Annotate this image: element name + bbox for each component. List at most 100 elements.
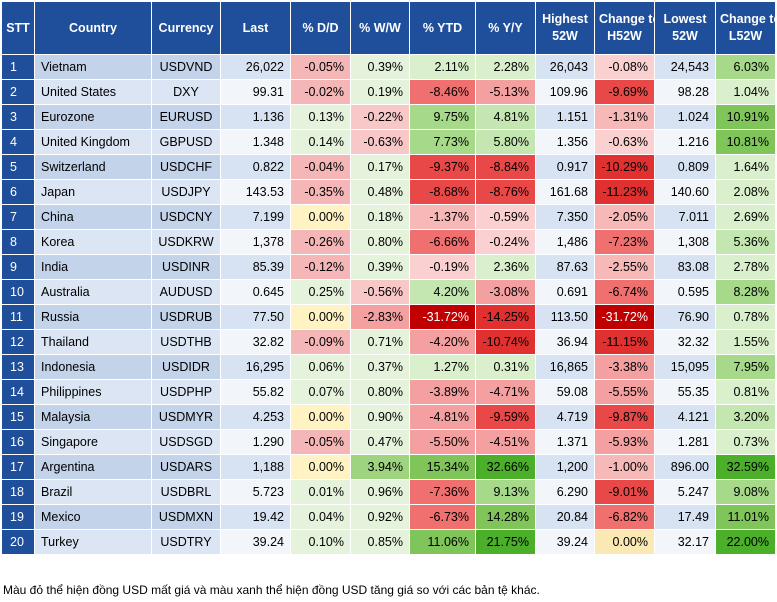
change-ww: 0.37% (350, 354, 410, 380)
row-index: 10 (1, 279, 35, 305)
country-name: Indonesia (34, 354, 152, 380)
high-52w: 113.50 (535, 304, 595, 330)
row-index: 1 (1, 54, 35, 80)
low-52w: 32.32 (654, 329, 716, 355)
change-dd: -0.35% (290, 179, 351, 205)
change-dd: -0.12% (290, 254, 351, 280)
currency-pair: USDMYR (151, 404, 221, 430)
change-dd: 0.13% (290, 104, 351, 130)
change-ytd: -6.66% (409, 229, 476, 255)
header-ytd: % YTD (409, 1, 476, 55)
change-dd: -0.05% (290, 429, 351, 455)
low-52w: 24,543 (654, 54, 716, 80)
currency-pair: USDMXN (151, 504, 221, 530)
change-yy: 14.28% (475, 504, 536, 530)
change-to-l52w: 0.73% (715, 429, 776, 455)
currency-pair: USDVND (151, 54, 221, 80)
last-price: 4.253 (220, 404, 291, 430)
country-name: China (34, 204, 152, 230)
change-ww: 0.17% (350, 154, 410, 180)
header-yy: % Y/Y (475, 1, 536, 55)
low-52w: 0.809 (654, 154, 716, 180)
last-price: 143.53 (220, 179, 291, 205)
country-name: Argentina (34, 454, 152, 480)
high-52w: 16,865 (535, 354, 595, 380)
table-body: 1 Vietnam USDVND 26,022 -0.05% 0.39% 2.11% 2.28… (1, 54, 776, 555)
last-price: 32.82 (220, 329, 291, 355)
change-yy: -8.76% (475, 179, 536, 205)
change-yy: -0.24% (475, 229, 536, 255)
change-yy: -3.08% (475, 279, 536, 305)
table-row: 19 Mexico USDMXN 19.42 0.04% 0.92% -6.73% 14.28… (1, 504, 776, 530)
currency-pair: AUDUSD (151, 279, 221, 305)
change-to-h52w: -1.00% (594, 454, 655, 480)
change-to-l52w: 1.55% (715, 329, 776, 355)
change-ytd: -4.81% (409, 404, 476, 430)
change-ww: -0.56% (350, 279, 410, 305)
change-ytd: -31.72% (409, 304, 476, 330)
high-52w: 109.96 (535, 79, 595, 105)
change-dd: 0.01% (290, 479, 351, 505)
change-ytd: -0.19% (409, 254, 476, 280)
table-row: 3 Eurozone EURUSD 1.136 0.13% -0.22% 9.75% 4.81… (1, 104, 776, 130)
table-row: 2 United States DXY 99.31 -0.02% 0.19% -8.46% -… (1, 79, 776, 105)
change-to-l52w: 1.64% (715, 154, 776, 180)
change-to-h52w: -5.93% (594, 429, 655, 455)
country-name: Eurozone (34, 104, 152, 130)
change-yy: -4.51% (475, 429, 536, 455)
header-country: Country (34, 1, 152, 55)
low-52w: 1.216 (654, 129, 716, 155)
currency-pair: DXY (151, 79, 221, 105)
row-index: 12 (1, 329, 35, 355)
change-to-h52w: -0.63% (594, 129, 655, 155)
change-to-h52w: -9.69% (594, 79, 655, 105)
high-52w: 0.691 (535, 279, 595, 305)
change-yy: -14.25% (475, 304, 536, 330)
change-dd: -0.09% (290, 329, 351, 355)
header-change-h52w: Change to H52W (594, 1, 655, 55)
last-price: 0.645 (220, 279, 291, 305)
change-ww: 0.92% (350, 504, 410, 530)
change-dd: -0.26% (290, 229, 351, 255)
high-52w: 1.356 (535, 129, 595, 155)
change-dd: 0.06% (290, 354, 351, 380)
last-price: 55.82 (220, 379, 291, 405)
change-ytd: -1.37% (409, 204, 476, 230)
currency-pair: USDCNY (151, 204, 221, 230)
low-52w: 0.595 (654, 279, 716, 305)
change-yy: 2.28% (475, 54, 536, 80)
row-index: 13 (1, 354, 35, 380)
change-dd: 0.00% (290, 304, 351, 330)
last-price: 7.199 (220, 204, 291, 230)
change-ytd: 15.34% (409, 454, 476, 480)
change-dd: 0.00% (290, 454, 351, 480)
low-52w: 5.247 (654, 479, 716, 505)
row-index: 9 (1, 254, 35, 280)
table-row: 4 United Kingdom GBPUSD 1.348 0.14% -0.63% 7.7… (1, 129, 776, 155)
currency-pair: USDJPY (151, 179, 221, 205)
header-low52w: Lowest 52W (654, 1, 716, 55)
change-ytd: -7.36% (409, 479, 476, 505)
country-name: Switzerland (34, 154, 152, 180)
change-ww: 0.80% (350, 379, 410, 405)
change-ww: 0.85% (350, 529, 410, 555)
header-ww: % W/W (350, 1, 410, 55)
last-price: 16,295 (220, 354, 291, 380)
country-name: Philippines (34, 379, 152, 405)
row-index: 18 (1, 479, 35, 505)
header-row: STT Country Currency Last% D/D% W/W% YTD% Y… (1, 1, 776, 55)
high-52w: 161.68 (535, 179, 595, 205)
change-ww: 0.19% (350, 79, 410, 105)
country-name: Malaysia (34, 404, 152, 430)
change-yy: 2.36% (475, 254, 536, 280)
change-ww: 0.39% (350, 54, 410, 80)
change-to-h52w: -9.01% (594, 479, 655, 505)
high-52w: 1.371 (535, 429, 595, 455)
change-to-h52w: -2.05% (594, 204, 655, 230)
high-52w: 87.63 (535, 254, 595, 280)
change-ww: 0.71% (350, 329, 410, 355)
currency-pair: USDARS (151, 454, 221, 480)
header-last: Last (220, 1, 291, 55)
table-row: 18 Brazil USDBRL 5.723 0.01% 0.96% -7.36% 9.13%… (1, 479, 776, 505)
low-52w: 55.35 (654, 379, 716, 405)
